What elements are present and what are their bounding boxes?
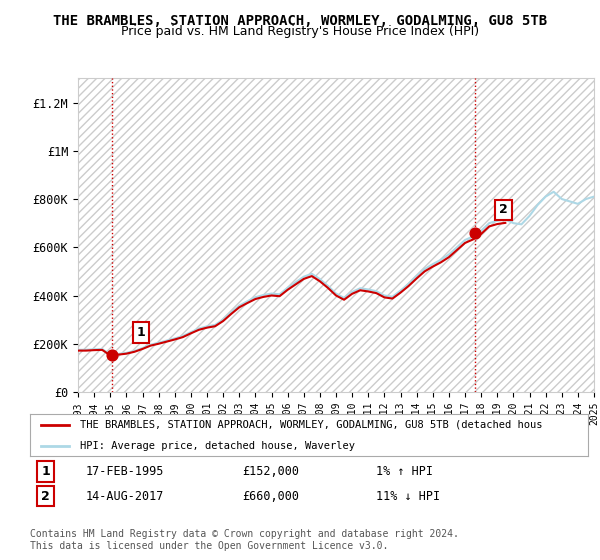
Text: Contains HM Land Registry data © Crown copyright and database right 2024.
This d: Contains HM Land Registry data © Crown c… <box>30 529 459 551</box>
Point <box>107 351 117 360</box>
Text: 14-AUG-2017: 14-AUG-2017 <box>86 489 164 503</box>
Point <box>470 228 480 237</box>
Text: £660,000: £660,000 <box>242 489 299 503</box>
Text: THE BRAMBLES, STATION APPROACH, WORMLEY, GODALMING, GU8 5TB (detached hous: THE BRAMBLES, STATION APPROACH, WORMLEY,… <box>80 420 543 430</box>
Text: £152,000: £152,000 <box>242 465 299 478</box>
Text: 1: 1 <box>41 465 50 478</box>
Text: 2: 2 <box>41 489 50 503</box>
Text: 11% ↓ HPI: 11% ↓ HPI <box>376 489 440 503</box>
Text: 1: 1 <box>136 326 145 339</box>
Text: Price paid vs. HM Land Registry's House Price Index (HPI): Price paid vs. HM Land Registry's House … <box>121 25 479 38</box>
Text: HPI: Average price, detached house, Waverley: HPI: Average price, detached house, Wave… <box>80 441 355 451</box>
Text: 2: 2 <box>499 203 508 217</box>
Text: 17-FEB-1995: 17-FEB-1995 <box>86 465 164 478</box>
Text: 1% ↑ HPI: 1% ↑ HPI <box>376 465 433 478</box>
Text: THE BRAMBLES, STATION APPROACH, WORMLEY, GODALMING, GU8 5TB: THE BRAMBLES, STATION APPROACH, WORMLEY,… <box>53 14 547 28</box>
